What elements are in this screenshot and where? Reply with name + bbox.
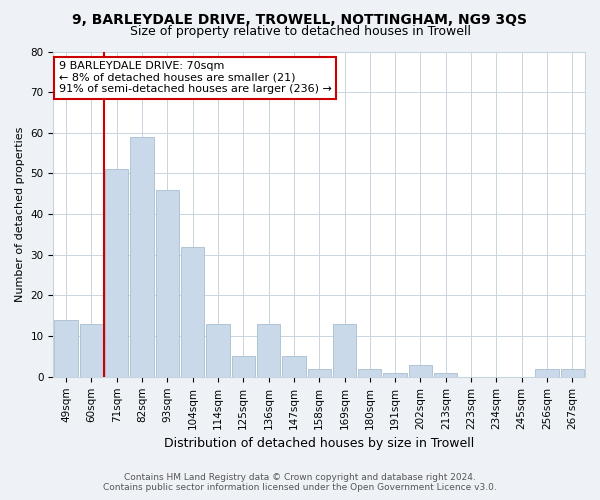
Bar [308, 368, 331, 377]
Bar [535, 368, 559, 377]
Bar [232, 356, 255, 377]
Bar [80, 324, 103, 377]
Bar [560, 368, 584, 377]
Bar [130, 137, 154, 377]
Bar [333, 324, 356, 377]
Bar [409, 364, 432, 377]
Bar [383, 373, 407, 377]
X-axis label: Distribution of detached houses by size in Trowell: Distribution of detached houses by size … [164, 437, 475, 450]
Text: Size of property relative to detached houses in Trowell: Size of property relative to detached ho… [130, 25, 470, 38]
Text: 9 BARLEYDALE DRIVE: 70sqm
← 8% of detached houses are smaller (21)
91% of semi-d: 9 BARLEYDALE DRIVE: 70sqm ← 8% of detach… [59, 62, 332, 94]
Text: Contains HM Land Registry data © Crown copyright and database right 2024.
Contai: Contains HM Land Registry data © Crown c… [103, 473, 497, 492]
Bar [181, 246, 204, 377]
Bar [206, 324, 230, 377]
Bar [257, 324, 280, 377]
Bar [55, 320, 78, 377]
Text: 9, BARLEYDALE DRIVE, TROWELL, NOTTINGHAM, NG9 3QS: 9, BARLEYDALE DRIVE, TROWELL, NOTTINGHAM… [73, 12, 527, 26]
Bar [282, 356, 305, 377]
Bar [358, 368, 382, 377]
Bar [155, 190, 179, 377]
Y-axis label: Number of detached properties: Number of detached properties [15, 126, 25, 302]
Bar [434, 373, 457, 377]
Bar [105, 170, 128, 377]
